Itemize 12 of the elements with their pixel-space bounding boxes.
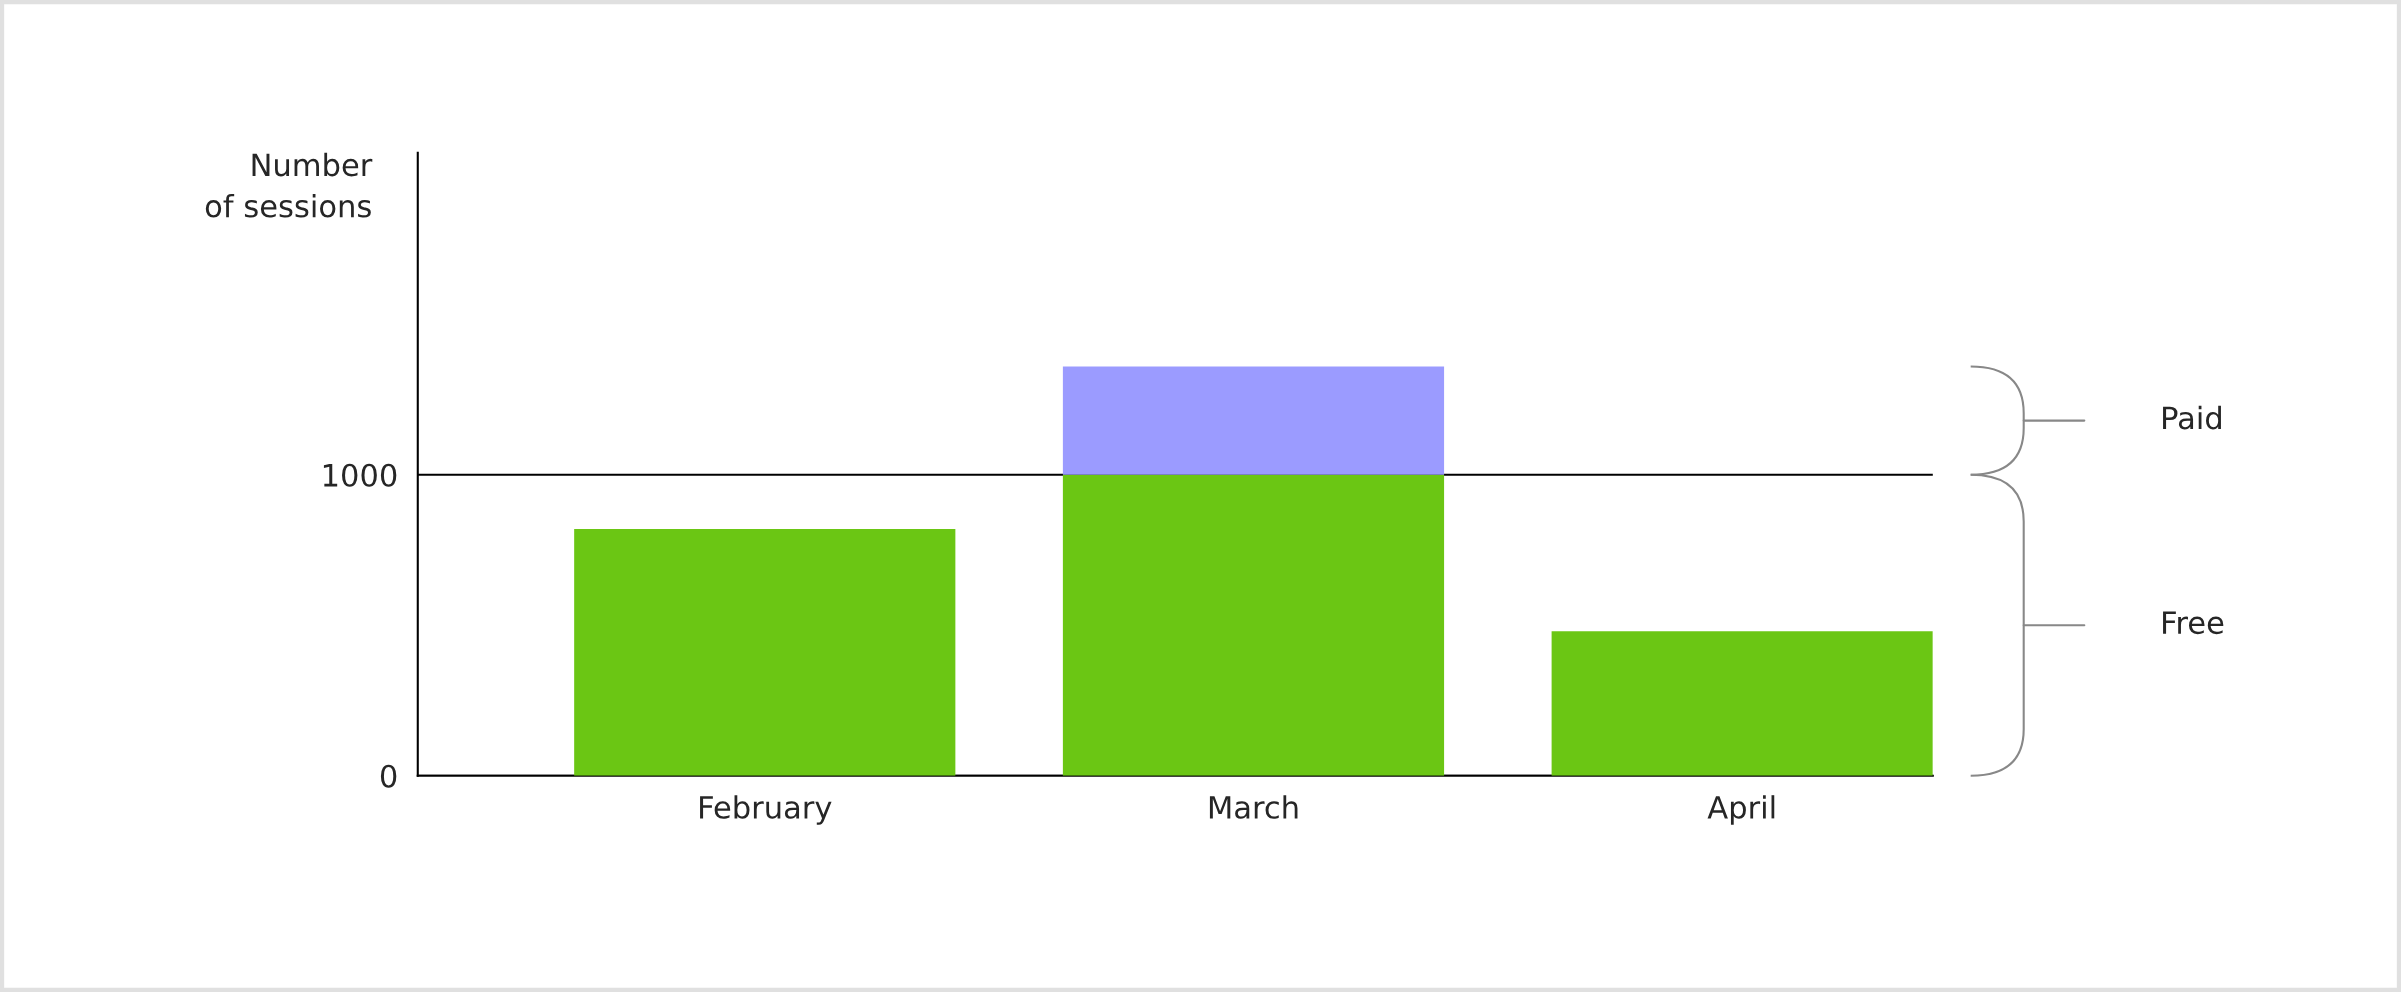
- y-axis-title: Number of sessions: [205, 152, 373, 218]
- bar: [1062, 366, 1445, 475]
- y-tick-label: 1000: [323, 463, 397, 487]
- x-tick-label: April: [1707, 795, 1775, 825]
- y-tick-label: 0: [380, 764, 397, 788]
- x-tick-label: February: [700, 795, 832, 825]
- bar: [1062, 474, 1445, 776]
- bar: [1551, 631, 1933, 776]
- x-tick-label: March: [1209, 795, 1298, 819]
- text: Paid: [2163, 405, 2221, 430]
- bar: [574, 528, 956, 776]
- text: Free: [2163, 611, 2224, 635]
